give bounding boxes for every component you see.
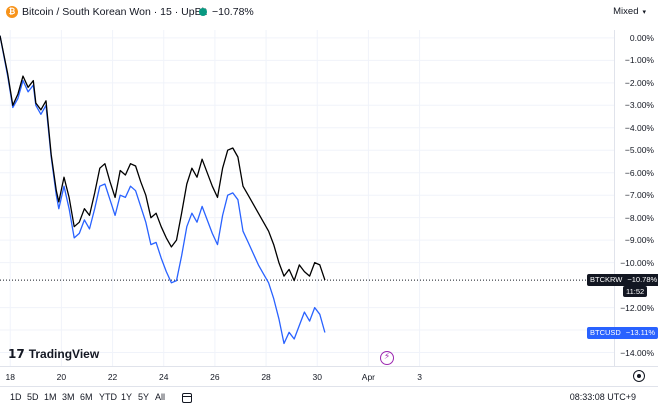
symbol-title[interactable]: Bitcoin / South Korean Won · 15 · UpBit <box>22 6 207 18</box>
range-button-all[interactable]: All <box>155 392 166 402</box>
x-tick-label: 18 <box>5 372 15 382</box>
btcusd-value-label: BTCUSD −13.11% <box>587 326 658 339</box>
range-button-3m[interactable]: 3M <box>62 392 75 402</box>
chart-plot-area[interactable] <box>0 30 614 366</box>
range-button-1y[interactable]: 1Y <box>121 392 133 402</box>
y-tick-label: 0.00% <box>629 32 654 43</box>
y-tick-label: −12.00% <box>620 302 654 313</box>
tradingview-logo[interactable]: 17 TradingView <box>8 347 99 361</box>
scale-mode-label: Mixed <box>613 6 639 17</box>
range-button-1d[interactable]: 1D <box>10 392 22 402</box>
range-button-5d[interactable]: 5D <box>27 392 39 402</box>
y-tick-label: −9.00% <box>624 235 654 246</box>
settings-gear-icon[interactable] <box>633 370 645 382</box>
tradingview-mark-icon: 17 <box>8 347 25 361</box>
lightning-icon[interactable]: ⚡ <box>380 351 394 365</box>
x-tick-label: Apr <box>361 372 376 382</box>
y-tick-label: −8.00% <box>624 212 654 223</box>
y-tick-label: −14.00% <box>620 347 654 358</box>
range-button-6m[interactable]: 6M <box>80 392 93 402</box>
y-tick-label: −4.00% <box>624 122 654 133</box>
y-tick-label: −1.00% <box>624 55 654 66</box>
scale-mode-button[interactable]: Mixed ▾ <box>613 6 646 17</box>
y-tick-label: −6.00% <box>624 167 654 178</box>
time-axis[interactable]: 18 20 22 24 26 28 30 Apr 3 <box>0 366 658 386</box>
x-tick-label: 30 <box>312 372 322 382</box>
bar-countdown: 11:52 <box>623 286 648 298</box>
chevron-down-icon: ▾ <box>642 7 646 16</box>
btckrw-value-label: BTCKRW −10.78% <box>587 274 658 287</box>
x-tick-label: 24 <box>158 372 169 382</box>
y-tick-label: −10.00% <box>620 257 654 268</box>
x-tick-label: 28 <box>261 372 271 382</box>
series-name: BTCKRW <box>590 275 623 285</box>
y-tick-label: −2.00% <box>624 77 654 88</box>
chart-header: ₿ Bitcoin / South Korean Won · 15 · UpBi… <box>0 0 658 24</box>
header-change: −10.78% <box>212 6 254 18</box>
range-button-ytd[interactable]: YTD <box>99 392 117 402</box>
range-button-1m[interactable]: 1M <box>44 392 57 402</box>
series-value: −13.11% <box>625 327 656 337</box>
price-axis[interactable]: 0.00% −1.00% −2.00% −3.00% −4.00% −5.00% −6.00… <box>587 30 658 366</box>
x-tick-label: 20 <box>56 372 67 382</box>
tradingview-wordmark: TradingView <box>28 347 100 361</box>
series-value: −10.78% <box>627 275 658 285</box>
series-line-btcusd[interactable] <box>0 35 326 345</box>
y-tick-label: −7.00% <box>624 190 654 201</box>
timezone-clock[interactable]: 08:33:08 UTC+9 <box>569 392 636 402</box>
series-line-btckrw[interactable] <box>0 35 326 282</box>
series-name: BTCUSD <box>590 327 621 337</box>
calendar-icon[interactable] <box>182 393 192 403</box>
market-status-dot <box>199 8 207 16</box>
x-tick-label: 22 <box>107 372 118 382</box>
range-button-5y[interactable]: 5Y <box>138 392 150 402</box>
x-tick-label: 26 <box>210 372 220 382</box>
x-tick-label: 3 <box>417 372 422 382</box>
range-toolbar: 08:33:08 UTC+9 1D 5D 1M 3M 6M YTD 1Y 5Y All <box>0 386 658 408</box>
y-tick-label: −3.00% <box>624 100 654 111</box>
bitcoin-icon: ₿ <box>6 6 18 18</box>
y-tick-label: −5.00% <box>624 145 654 156</box>
